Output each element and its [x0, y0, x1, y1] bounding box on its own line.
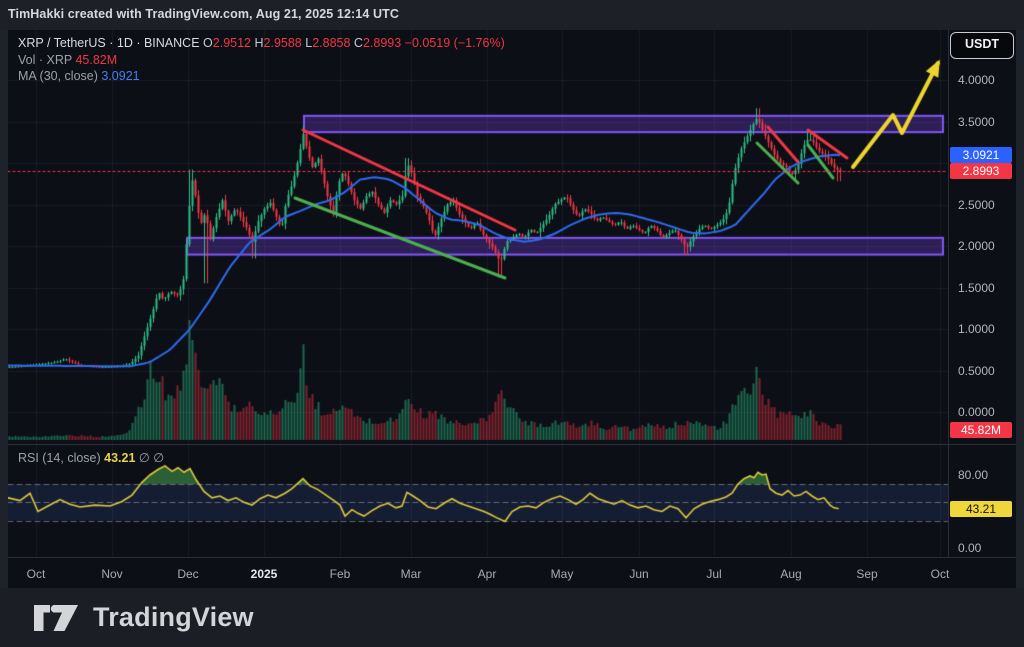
rsi-empty-set-icons: ∅ ∅ — [138, 451, 165, 465]
rsi-value: 43.21 — [104, 451, 136, 465]
ma-price-badge: 3.0921 — [950, 147, 1012, 164]
symbol-title[interactable]: XRP / TetherUS · 1D · BINANCE — [18, 36, 200, 50]
time-axis-label: Nov — [101, 567, 123, 581]
volume-badge: 45.82M — [950, 422, 1012, 438]
pane-separator — [8, 444, 1016, 445]
legend-row-rsi: RSI (14, close) 43.21 ∅ ∅ — [18, 450, 164, 465]
ohlc-change: −0.0519 (−1.76%) — [404, 36, 505, 50]
price-axis-label: 2.0000 — [958, 239, 995, 253]
attribution-bar: TimHakki created with TradingView.com, A… — [0, 0, 1024, 30]
price-axis-label: 0.0000 — [958, 405, 995, 419]
ohlc-close-value: 2.8993 — [362, 36, 402, 50]
ohlc-high-value: 2.9588 — [263, 36, 302, 50]
volume-value: 45.82M — [75, 53, 118, 67]
tradingview-brand-text: TradingView — [93, 602, 254, 632]
price-axis-label: 2.5000 — [958, 197, 995, 212]
ohlc-close-label: C — [353, 36, 363, 50]
rsi-badge: 43.21 — [950, 500, 1012, 517]
time-axis-label: 2025 — [250, 567, 278, 581]
currency-toggle-button[interactable]: USDT — [950, 32, 1014, 59]
ohlc-low-label: L — [305, 36, 313, 50]
time-axis-label: Oct — [930, 567, 950, 581]
rsi-axis-label: 0.00 — [958, 541, 982, 555]
attribution-text: TimHakki created with TradingView.com, A… — [8, 7, 399, 21]
ohlc-high-label: H — [254, 36, 264, 50]
legend-row-ma: MA (30, close) 3.0921 — [18, 69, 140, 83]
time-axis-label: May — [550, 567, 574, 581]
tradingview-logo-icon — [34, 604, 78, 631]
time-axis-label: Oct — [26, 567, 46, 581]
ma-value: 3.0921 — [101, 69, 140, 83]
price-axis-label: 3.5000 — [958, 114, 995, 129]
price-axis-label: 4.0000 — [958, 73, 995, 87]
time-axis-label: Apr — [477, 567, 497, 581]
price-chart-canvas[interactable] — [8, 30, 948, 557]
time-axis-label: Mar — [400, 567, 422, 581]
chart-panel: XRP / TetherUS · 1D · BINANCE O2.9512 H2… — [8, 30, 1016, 588]
price-axis-label: 1.0000 — [958, 322, 995, 336]
time-axis-label: Jul — [706, 567, 722, 581]
time-axis[interactable]: Oct Nov Dec 2025 Feb Mar Apr May Jun Jul Aug Sep Oct — [8, 557, 1016, 589]
ma-label[interactable]: MA (30, close) — [18, 69, 98, 83]
legend-row-symbol: XRP / TetherUS · 1D · BINANCE O2.9512 H2… — [18, 36, 505, 50]
time-axis-label: Dec — [177, 567, 199, 581]
rsi-label[interactable]: RSI (14, close) — [18, 451, 101, 465]
legend-row-volume: Vol · XRP 45.82M — [18, 53, 117, 67]
ohlc-open-label: O — [203, 36, 213, 50]
tradingview-brand-link[interactable]: TradingView — [33, 602, 254, 633]
ohlc-low-value: 2.8858 — [312, 36, 351, 50]
price-axis-label: 1.5000 — [958, 280, 995, 295]
rsi-axis-label: 80.00 — [958, 468, 989, 482]
axis-separator — [948, 30, 949, 557]
time-axis-label: Sep — [856, 567, 878, 581]
ohlc-open-value: 2.9512 — [212, 36, 251, 50]
price-axis-label: 0.5000 — [958, 363, 995, 378]
last-price-badge: 2.8993 — [950, 163, 1012, 180]
footer-bar: TradingView — [0, 588, 1024, 647]
volume-label[interactable]: Vol · XRP — [18, 53, 72, 67]
time-axis-label: Jun — [629, 567, 649, 581]
time-axis-label: Feb — [329, 567, 351, 581]
time-axis-label: Aug — [780, 567, 802, 581]
